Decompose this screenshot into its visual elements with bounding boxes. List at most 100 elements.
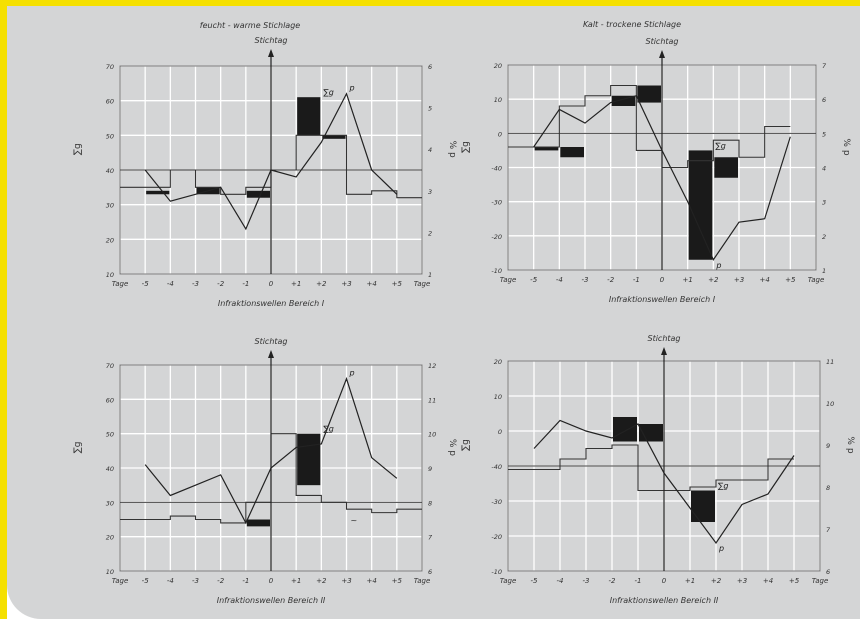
y-tick-right: 4 (822, 165, 826, 173)
x-tick-label: -4 (557, 577, 564, 585)
x-tick-label: +5 (392, 280, 403, 288)
y-tick-left: 20 (494, 358, 502, 366)
x-tick-label: Tage (112, 280, 129, 288)
x-tick-label: +1 (291, 280, 301, 288)
series-label-p: p (715, 261, 721, 270)
x-tick-label: +1 (291, 577, 301, 585)
series-label-p: p (349, 84, 355, 93)
x-tick-label: -3 (192, 280, 199, 288)
x-tick-label: +4 (760, 276, 770, 284)
x-tick-label: -4 (167, 577, 174, 585)
y-tick-right: 11 (826, 358, 834, 366)
y-tick-left: 20 (494, 62, 502, 70)
series-label-p: p (718, 544, 724, 553)
y-tick-left: 40 (106, 465, 114, 473)
filled-bar (637, 86, 661, 103)
x-tick-label: -1 (633, 276, 640, 284)
x-tick-label: -2 (217, 577, 225, 585)
series-label-p: p (349, 369, 355, 378)
x-tick-label: -1 (635, 577, 642, 585)
x-tick-label: +2 (316, 280, 327, 288)
x-axis-label: Infraktionswellen Bereich II (610, 596, 719, 605)
y-tick-left: 10 (106, 271, 114, 279)
y-tick-left: 30 (106, 499, 114, 507)
y-tick-left: 10 (106, 568, 114, 576)
y-tick-left: 20 (106, 534, 114, 542)
x-tick-label: 0 (660, 276, 665, 284)
step-series (508, 445, 794, 491)
y-tick-right: 5 (428, 105, 432, 113)
filled-bar (714, 157, 738, 178)
x-tick-label: +5 (392, 577, 403, 585)
y-tick-left: 10 (494, 96, 502, 104)
series-label-sum: ∑g (715, 141, 725, 150)
y-axis-right-label: % p (845, 436, 855, 453)
series-label-extra: ~ (351, 516, 358, 525)
stichtag-label: Stichtag (254, 337, 287, 346)
stichtag-arrow (268, 49, 274, 57)
y-tick-left: -40 (491, 165, 502, 173)
filled-bar (613, 417, 637, 442)
stichtag-label: Stichtag (647, 334, 680, 343)
x-tick-label: +3 (737, 577, 747, 585)
x-tick-label: -1 (242, 577, 249, 585)
stichtag-arrow (659, 50, 665, 58)
x-tick-label: -2 (607, 276, 615, 284)
y-tick-right: 12 (428, 362, 436, 370)
x-tick-label: -3 (192, 577, 199, 585)
series-label-sum: ∑g (718, 482, 728, 491)
y-tick-left: 0 (498, 130, 502, 138)
x-tick-label: +2 (708, 276, 719, 284)
x-tick-label: Tage (112, 577, 129, 585)
x-tick-label: +3 (734, 276, 744, 284)
y-tick-right: 3 (822, 199, 826, 207)
y-tick-right: 4 (428, 146, 432, 154)
stichtag-label: Stichtag (254, 36, 287, 45)
filled-bar (247, 520, 270, 527)
y-tick-right: 5 (822, 130, 826, 138)
x-tick-label: -4 (167, 280, 174, 288)
chart-panel-2: Stichtag Kalt - trockene Stichlage Tage -5 -… (461, 20, 851, 304)
x-tick-label: -5 (531, 577, 539, 585)
x-tick-label: 0 (269, 577, 274, 585)
y-tick-right: 6 (826, 568, 830, 576)
x-tick-label: -2 (609, 577, 617, 585)
x-tick-label: 0 (269, 280, 274, 288)
y-tick-right: 10 (826, 400, 834, 408)
x-tick-label: +4 (367, 280, 377, 288)
y-tick-left: 20 (106, 236, 114, 244)
y-tick-left: 50 (106, 132, 114, 140)
series-label-sum: ∑g (323, 88, 333, 97)
y-axis-right-label: % p (841, 138, 851, 155)
chart-panel-1: Stichtag feucht - warme Stichlage Tage -5 -4… (73, 21, 457, 308)
x-tick-label: +3 (341, 577, 351, 585)
y-tick-right: 7 (822, 62, 827, 70)
stichtag-label: Stichtag (645, 37, 678, 46)
x-tick-label: +4 (367, 577, 377, 585)
chart-title: Kalt - trockene Stichlage (583, 20, 681, 29)
series-label-sum: ∑g (323, 425, 333, 434)
y-tick-left: -30 (491, 199, 502, 207)
x-tick-label: -5 (142, 280, 150, 288)
stichtag-arrow (268, 350, 274, 358)
y-tick-right: 11 (428, 396, 436, 404)
y-tick-left: 70 (106, 362, 114, 370)
y-tick-right: 2 (822, 233, 826, 241)
y-tick-right: 8 (826, 484, 830, 492)
x-tick-label: +2 (316, 577, 327, 585)
x-tick-label: -3 (582, 276, 589, 284)
y-tick-left: 30 (106, 202, 114, 210)
y-tick-right: 6 (428, 568, 432, 576)
chart-title: feucht - warme Stichlage (200, 21, 300, 30)
y-axis-right-label: % p (447, 141, 457, 158)
y-tick-left: -30 (491, 498, 502, 506)
y-tick-left: -40 (491, 463, 502, 471)
y-tick-left: 60 (106, 98, 114, 106)
x-axis-label: Infraktionswellen Bereich I (218, 299, 325, 308)
filled-bar (247, 191, 270, 198)
y-tick-left: 10 (494, 393, 502, 401)
x-tick-label: Tage (808, 276, 825, 284)
y-tick-right: 9 (428, 465, 432, 473)
y-axis-left-label: ∑g (461, 439, 471, 451)
